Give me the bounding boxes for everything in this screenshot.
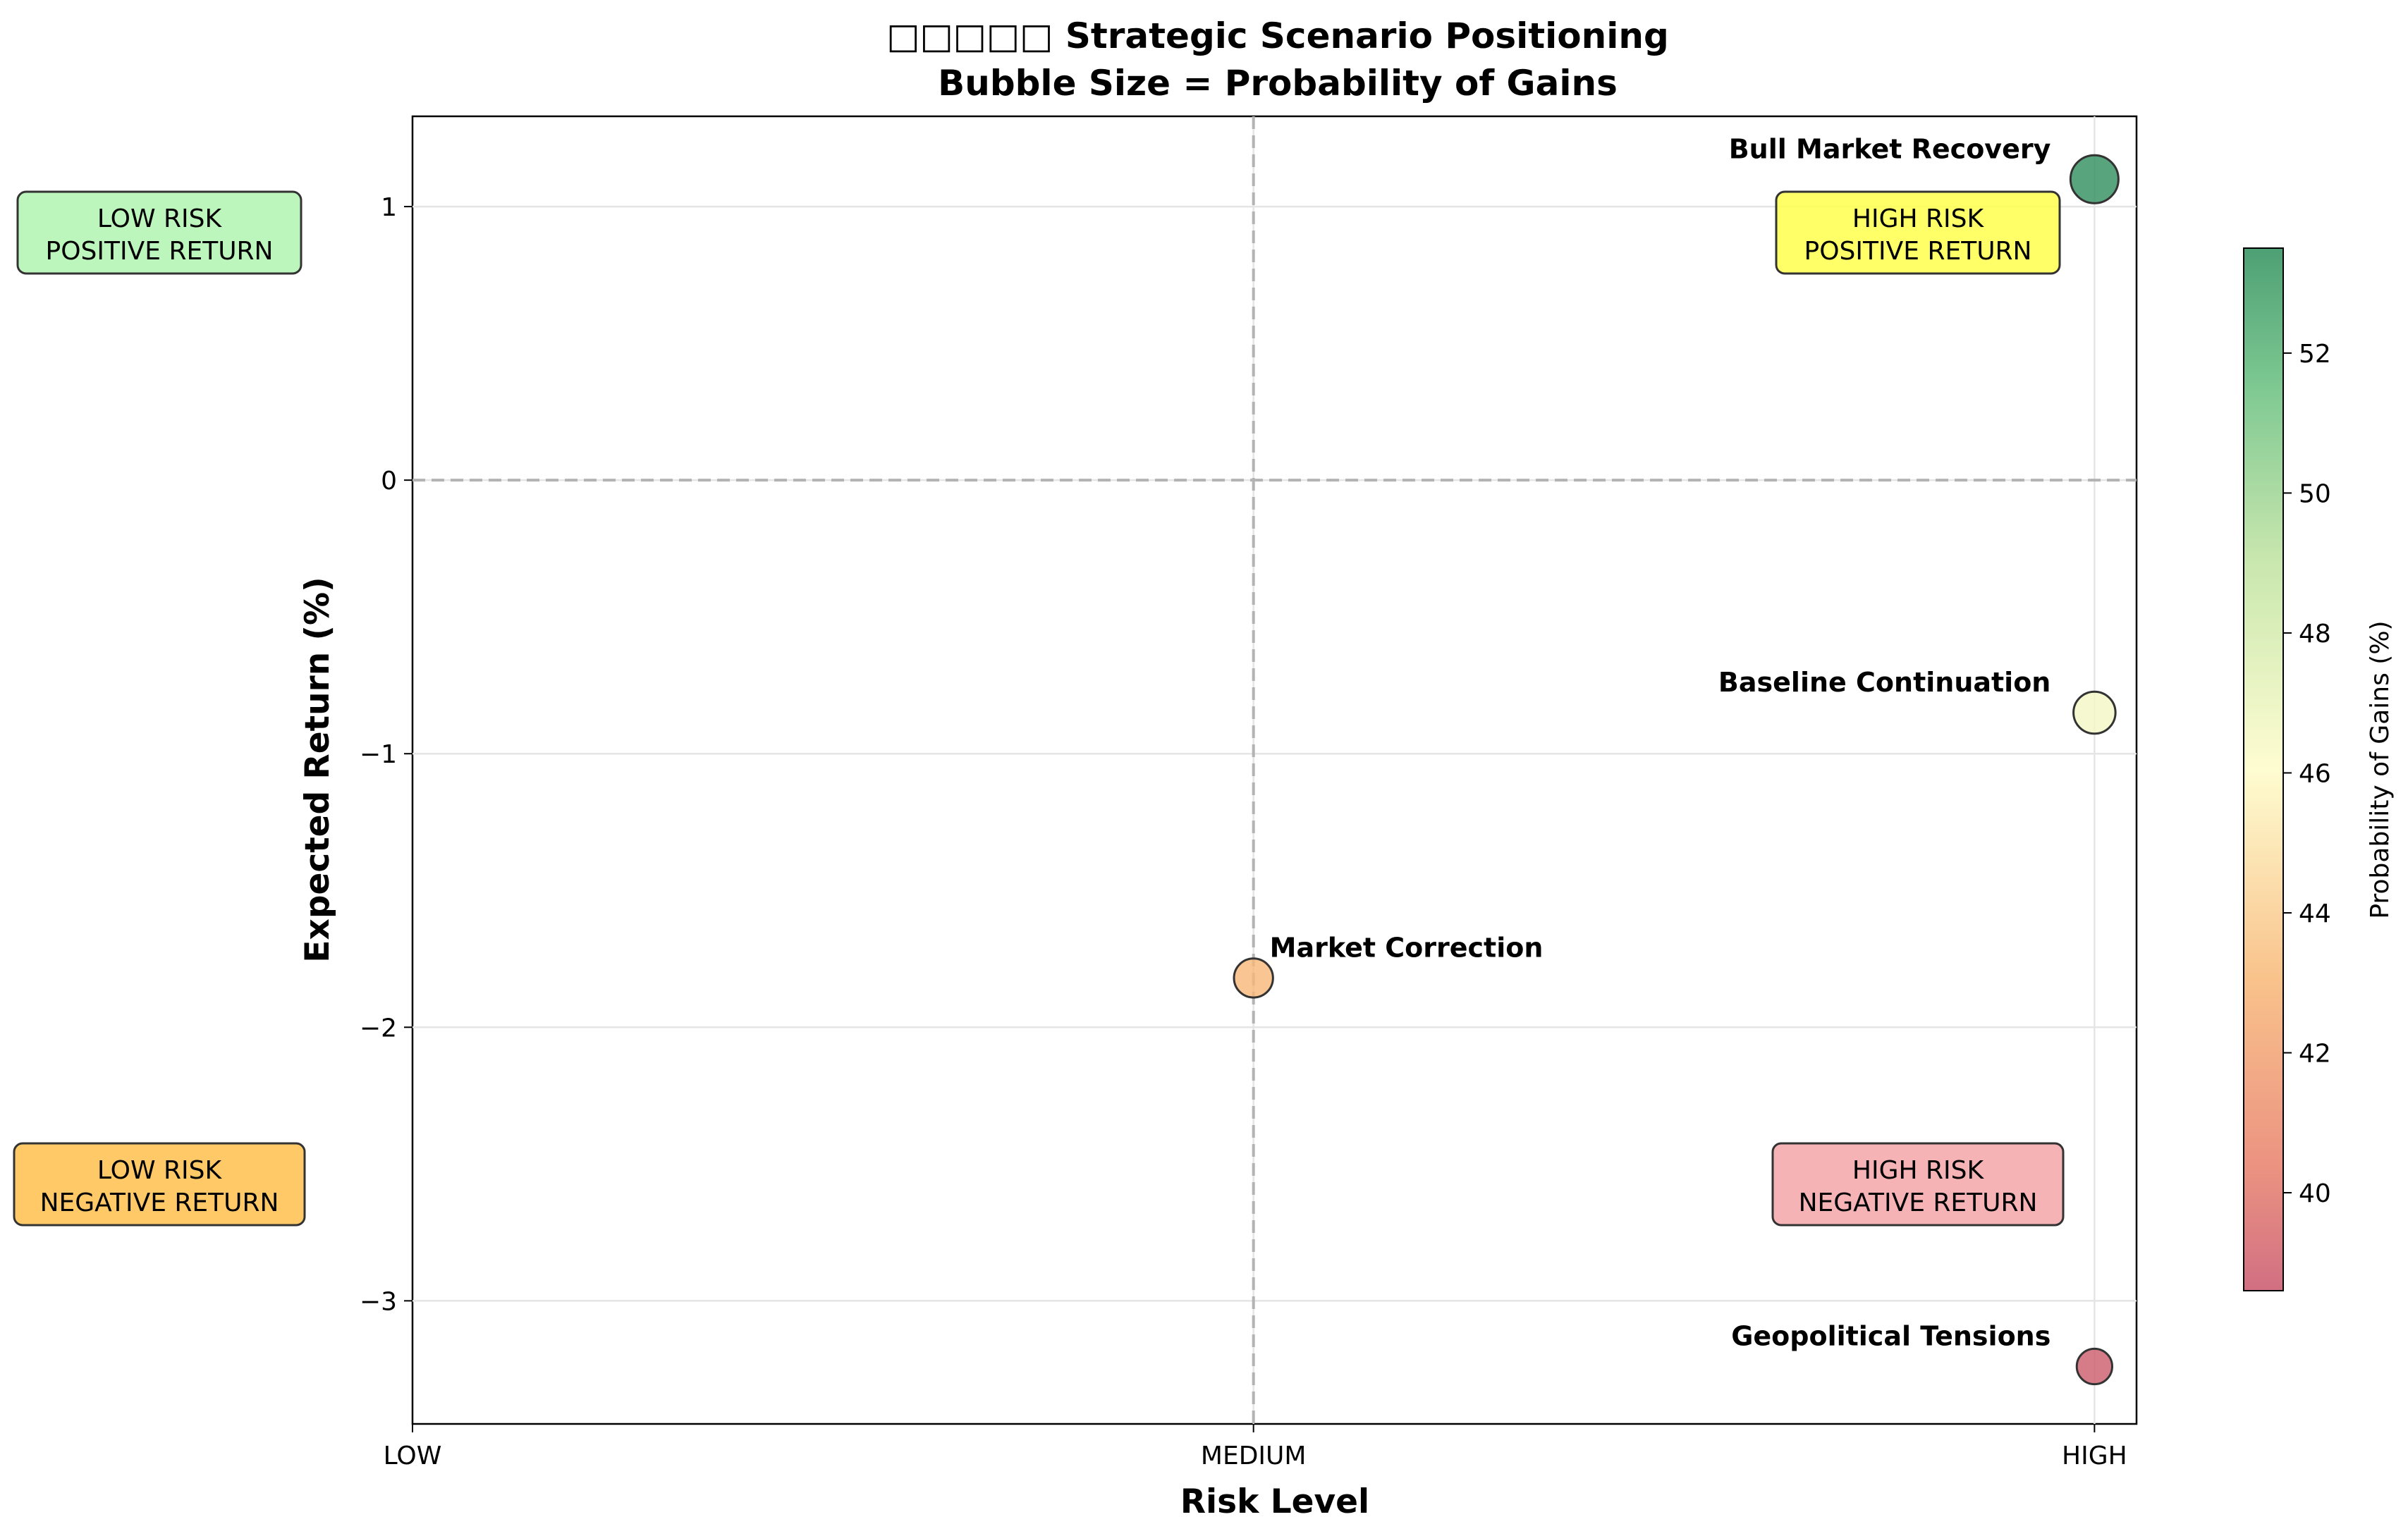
quadrant-labels: LOW RISK POSITIVE RETURN HIGH RISK POSITIVE… [13, 190, 2065, 1227]
quadrant-label-line2: POSITIVE RETURN [1804, 237, 2032, 266]
quadrant-box [1771, 1142, 2065, 1227]
colorbar [2243, 247, 2284, 1291]
y-tick-label: −1 [360, 740, 397, 769]
y-tick-label: 0 [381, 467, 397, 496]
x-tick-label: LOW [384, 1442, 442, 1470]
quadrant-label-line2: NEGATIVE RETURN [1799, 1188, 2038, 1217]
data-point-1 [2072, 690, 2117, 735]
y-tick-label: 1 [381, 193, 397, 222]
data-point-label: Baseline Continuation [1718, 667, 2051, 698]
colorbar-tick-label: 50 [2299, 479, 2331, 508]
quadrant-label-line2: POSITIVE RETURN [46, 237, 274, 266]
data-point-3 [2075, 1347, 2113, 1386]
y-axis-label: Expected Return (%) [298, 577, 337, 962]
x-axis-ticks: LOW MEDIUM HIGH [384, 1424, 2127, 1470]
data-point-label: Bull Market Recovery [1729, 133, 2051, 164]
x-tick-label: HIGH [2062, 1442, 2127, 1470]
quadrant-box [1775, 190, 2061, 275]
chart-title-line2: Bubble Size = Probability of Gains [938, 63, 1618, 104]
quadrant-label-line1: HIGH RISK [1852, 204, 1985, 233]
colorbar-tick-label: 48 [2299, 620, 2331, 649]
y-axis-ticks: 1 0 −1 −2 −3 [360, 193, 412, 1316]
colorbar-tick-label: 44 [2299, 899, 2331, 928]
quadrant-label-line1: LOW RISK [97, 1156, 223, 1185]
reference-lines [412, 116, 2137, 1424]
colorbar-tick-label: 46 [2299, 759, 2331, 788]
colorbar-tick-label: 52 [2299, 340, 2331, 369]
data-point-label: Geopolitical Tensions [1731, 1321, 2051, 1352]
quadrant-label-line1: HIGH RISK [1852, 1156, 1985, 1185]
colorbar-tick-label: 40 [2299, 1179, 2331, 1208]
data-point-2 [1233, 957, 1274, 999]
data-point-0 [2069, 154, 2120, 204]
point-labels: Bull Market Recovery Baseline Continuatio… [1270, 133, 2051, 1351]
plot-area [411, 115, 2138, 1425]
chart-title-line1: □□□□□ Strategic Scenario Positioning [886, 16, 1669, 56]
quadrant-label-line2: NEGATIVE RETURN [40, 1188, 279, 1217]
colorbar-tick-label: 42 [2299, 1040, 2331, 1069]
x-axis-label: Risk Level [1180, 1482, 1369, 1521]
y-tick-label: −2 [360, 1014, 397, 1043]
quadrant-box [13, 1142, 306, 1227]
data-points [1233, 154, 2120, 1386]
x-tick-label: MEDIUM [1201, 1442, 1307, 1470]
quadrant-label-line1: LOW RISK [97, 204, 223, 233]
data-point-label: Market Correction [1270, 932, 1544, 963]
colorbar-label: Probability of Gains (%) [2366, 620, 2395, 918]
y-tick-label: −3 [360, 1287, 397, 1316]
quadrant-box [16, 190, 302, 275]
colorbar-ticks: 40 42 44 46 48 50 52 [2283, 340, 2331, 1208]
